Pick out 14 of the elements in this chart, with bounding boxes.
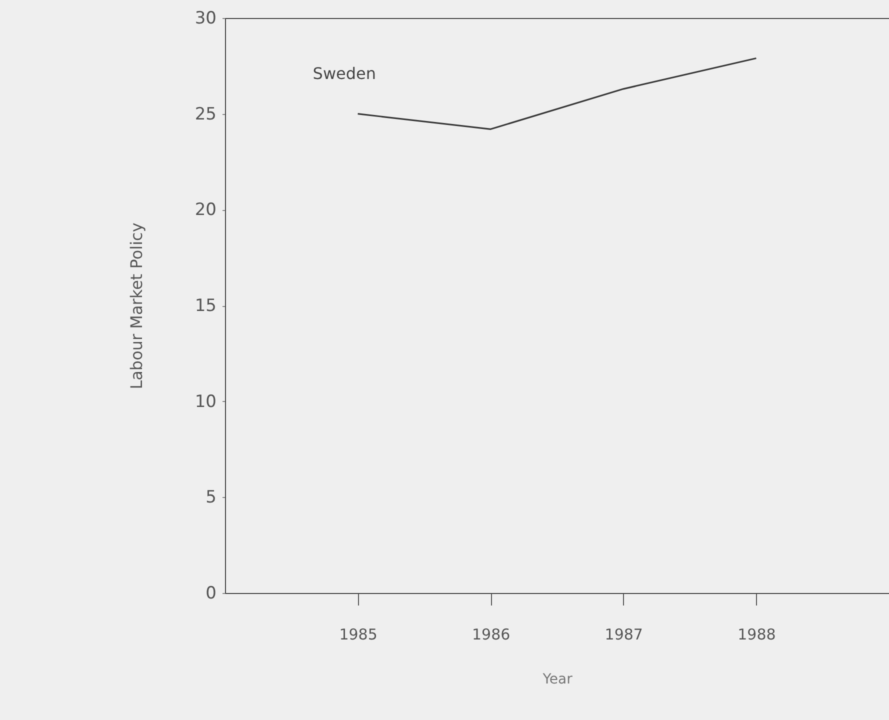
y-tick-label: 0 (206, 584, 216, 604)
y-axis-title: Labour Market Policy (126, 222, 146, 390)
y-tick-label: 5 (206, 488, 216, 508)
y-tick-label: 10 (194, 392, 216, 412)
y-tick-label: 15 (194, 296, 216, 316)
x-tick-label: 1986 (472, 626, 510, 644)
x-axis-title: Year (542, 672, 573, 688)
y-tick-label: 25 (194, 104, 216, 124)
y-tick-label: 30 (194, 8, 216, 28)
y-tick-label: 20 (194, 200, 216, 220)
x-tick-label: 1988 (738, 626, 776, 644)
x-tick-label: 1987 (604, 626, 643, 644)
text: Sweden (312, 64, 376, 83)
x-tick-label: 1985 (339, 626, 378, 644)
